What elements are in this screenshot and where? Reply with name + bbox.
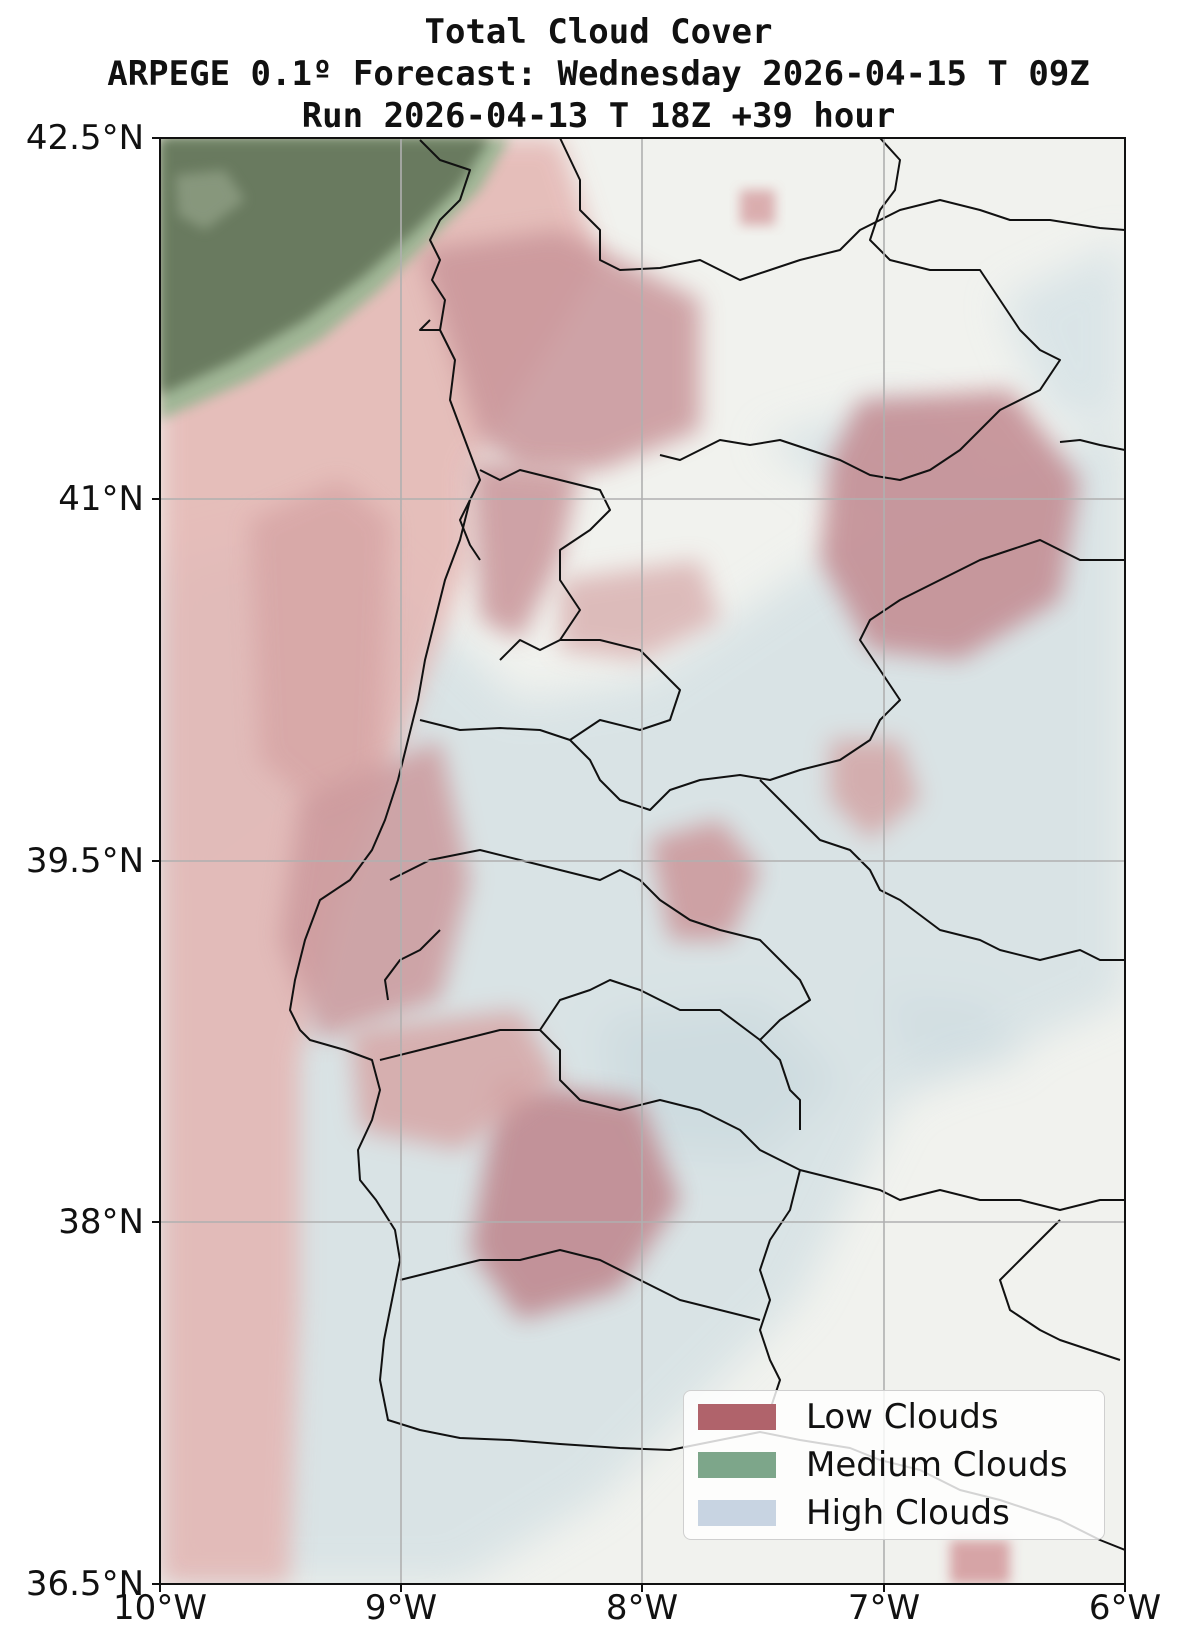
legend-item-high: High Clouds bbox=[698, 1493, 1010, 1533]
map-subtitle-run: Run 2026-04-13 T 18Z +39 hour bbox=[301, 96, 896, 136]
lat-tick-label: 38°N bbox=[58, 1202, 144, 1242]
lon-tick-label: 7°W bbox=[847, 1588, 921, 1628]
lat-tick-label: 39.5°N bbox=[25, 841, 144, 881]
lat-tick-label: 42.5°N bbox=[25, 118, 144, 158]
legend-label-medium: Medium Clouds bbox=[806, 1445, 1068, 1485]
legend-swatch-medium bbox=[698, 1452, 776, 1478]
lat-tick-label: 41°N bbox=[58, 479, 144, 519]
legend-item-medium: Medium Clouds bbox=[698, 1445, 1068, 1485]
lon-tick-label: 10°W bbox=[113, 1588, 207, 1628]
legend-swatch-high bbox=[698, 1500, 776, 1526]
map-legend: Low Clouds Medium Clouds High Clouds bbox=[683, 1390, 1105, 1540]
graticule bbox=[160, 138, 1125, 1584]
lon-tick-label: 8°W bbox=[605, 1588, 679, 1628]
lat-tick-label: 36.5°N bbox=[25, 1564, 144, 1604]
legend-swatch-low bbox=[698, 1404, 776, 1430]
medium-cloud-field bbox=[160, 138, 510, 420]
legend-item-low: Low Clouds bbox=[698, 1397, 999, 1437]
axis-ticks bbox=[152, 137, 1126, 1592]
legend-label-high: High Clouds bbox=[806, 1493, 1010, 1533]
lon-tick-label: 9°W bbox=[364, 1588, 438, 1628]
map-subtitle-forecast: ARPEGE 0.1º Forecast: Wednesday 2026-04-… bbox=[107, 54, 1090, 94]
legend-label-low: Low Clouds bbox=[806, 1397, 999, 1437]
map-title: Total Cloud Cover bbox=[424, 12, 773, 52]
lon-tick-label: 6°W bbox=[1088, 1588, 1162, 1628]
